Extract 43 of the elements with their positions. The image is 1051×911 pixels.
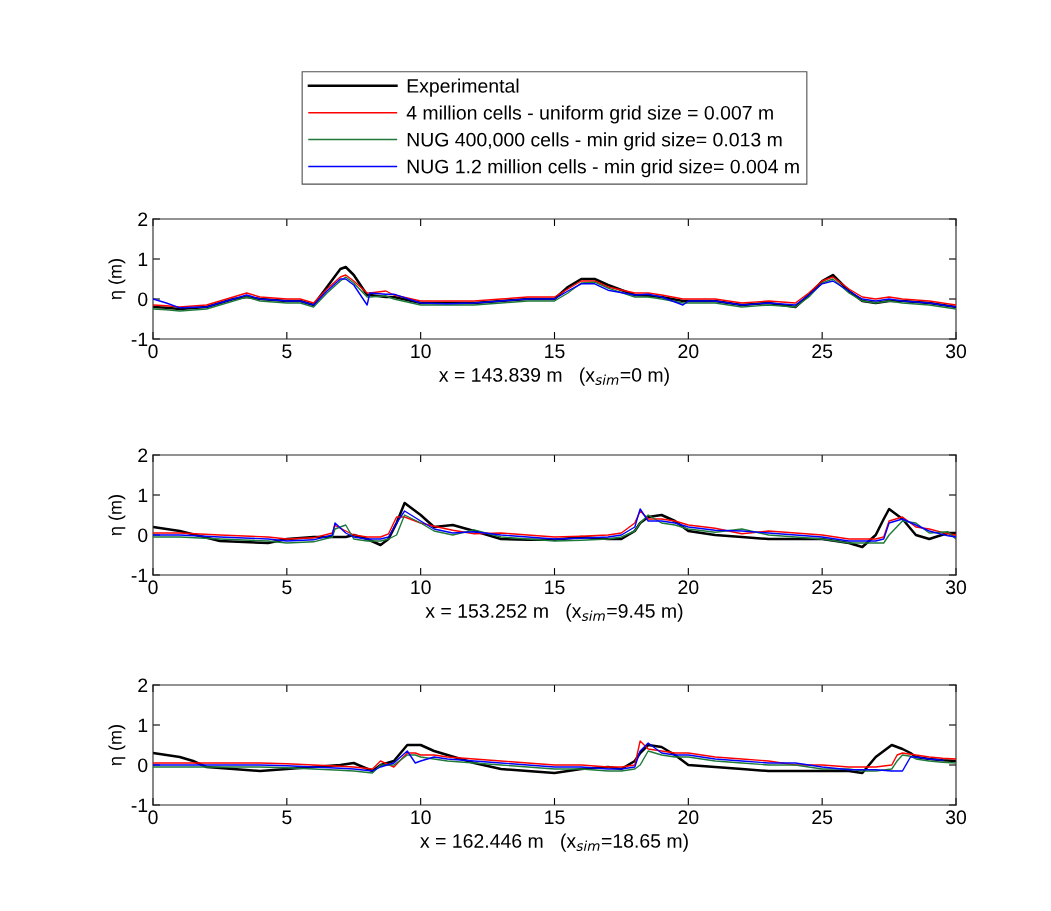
legend-label: 4 million cells - uniform grid size = 0.007 m xyxy=(406,105,773,124)
x-tick-label: 30 xyxy=(945,344,967,359)
y-tick-label: 1 xyxy=(138,718,148,733)
x-tick-label: 0 xyxy=(148,344,158,359)
y-axis-title: η (m) xyxy=(108,725,126,766)
y-axis-title: η (m) xyxy=(108,259,126,300)
x-tick-label: 5 xyxy=(282,344,292,359)
x-tick-label: 15 xyxy=(545,580,565,595)
x-tick-label: 15 xyxy=(545,344,565,359)
x-tick-label: 30 xyxy=(945,810,967,825)
y-axis-title: η (m) xyxy=(108,495,126,536)
x-axis-title: x = 162.446 m (x$_{sim}$=18.65 m) xyxy=(420,833,688,852)
x-tick-label: 25 xyxy=(812,344,833,359)
x-axis-title: x = 153.252 m (x$_{sim}$=9.45 m) xyxy=(425,603,683,622)
x-tick-label: 10 xyxy=(411,344,431,359)
x-axis-title: x = 143.839 m (x$_{sim}$=0 m) xyxy=(439,367,669,386)
y-tick-label: 1 xyxy=(138,488,148,503)
y-tick-label: 0 xyxy=(138,528,148,543)
x-tick-label: 15 xyxy=(545,810,565,825)
x-tick-label: 5 xyxy=(282,580,292,595)
x-tick-label: 10 xyxy=(411,580,431,595)
y-tick-label: -1 xyxy=(131,568,148,583)
y-tick-label: -1 xyxy=(131,798,148,813)
legend-label: NUG 1.2 million cells - min grid size= 0.004 m xyxy=(407,159,799,178)
y-tick-label: 1 xyxy=(138,252,148,267)
y-tick-label: 2 xyxy=(138,212,148,227)
x-tick-label: 30 xyxy=(945,580,967,595)
x-tick-label: 0 xyxy=(148,580,158,595)
y-tick-label: 2 xyxy=(138,678,148,693)
legend-label: NUG 400,000 cells - min grid size= 0.013 m xyxy=(407,132,782,151)
x-tick-label: 10 xyxy=(411,810,431,825)
y-tick-label: 0 xyxy=(138,292,148,307)
x-tick-label: 5 xyxy=(282,810,292,825)
y-tick-label: 2 xyxy=(138,448,148,463)
x-tick-label: 20 xyxy=(678,344,699,359)
y-tick-label: 0 xyxy=(138,758,148,773)
x-tick-label: 25 xyxy=(812,580,833,595)
y-tick-label: -1 xyxy=(131,332,148,347)
x-tick-label: 0 xyxy=(148,810,158,825)
x-tick-label: 25 xyxy=(812,810,833,825)
legend-label: Experimental xyxy=(407,78,519,97)
x-tick-label: 20 xyxy=(678,580,699,595)
x-tick-label: 20 xyxy=(678,810,699,825)
